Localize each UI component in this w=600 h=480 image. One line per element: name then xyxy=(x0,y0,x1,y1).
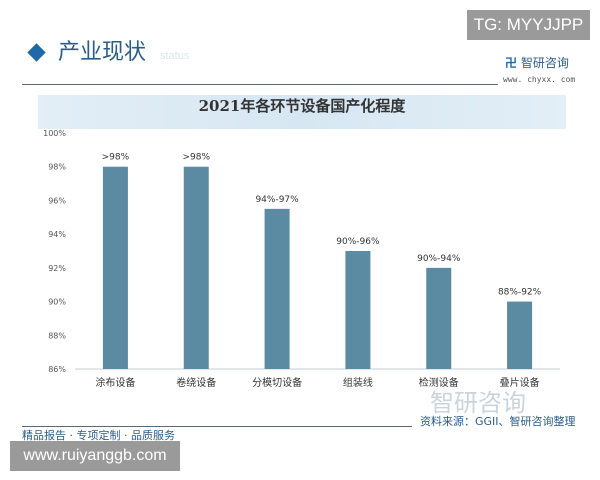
y-tick-label: 98% xyxy=(48,163,66,172)
x-tick-label: 涂布设备 xyxy=(95,376,135,389)
brand-url: www. chyxx. com xyxy=(503,75,576,84)
y-tick-label: 86% xyxy=(48,365,66,374)
data-label: 90%-96% xyxy=(336,237,380,247)
bar xyxy=(102,166,128,369)
data-label: 90%-94% xyxy=(417,254,461,264)
x-tick-label: 卷绕设备 xyxy=(176,376,216,389)
y-tick-label: 90% xyxy=(48,298,66,307)
source-note: 资料来源：GGII、智研咨询整理 xyxy=(420,415,576,428)
section-title: 产业现状 xyxy=(58,40,147,65)
data-label: >98% xyxy=(182,153,210,163)
y-tick-label: 96% xyxy=(48,196,66,205)
x-tick-label: 分模切设备 xyxy=(252,376,302,389)
x-tick-label: 叠片设备 xyxy=(500,376,540,389)
footer-divider xyxy=(22,426,412,427)
watermark-top: TG: MYYJJPP xyxy=(467,10,590,40)
bar xyxy=(264,208,290,369)
y-tick-label: 100% xyxy=(43,129,66,138)
logo-watermark: 智研咨询 xyxy=(430,389,526,417)
title-bar xyxy=(38,95,566,129)
section-subtitle: status xyxy=(160,50,190,62)
y-tick-label: 94% xyxy=(48,230,66,239)
bar xyxy=(507,301,533,369)
data-label: >98% xyxy=(102,153,130,163)
data-label: 88%-92% xyxy=(498,288,542,298)
divider xyxy=(22,84,498,85)
watermark-bottom: www.ruiyanggb.com xyxy=(10,441,180,471)
x-tick-label: 组装线 xyxy=(343,376,373,389)
slogan: 精品报告 · 专项定制 · 品质服务 xyxy=(22,429,175,442)
data-label: 94%-97% xyxy=(255,195,299,205)
y-tick-label: 92% xyxy=(48,264,66,273)
chart-title: 2021年各环节设备国产化程度 xyxy=(198,97,406,115)
logo-icon: 卍 xyxy=(505,56,518,70)
bar xyxy=(345,251,371,369)
bar xyxy=(183,166,209,369)
y-tick-label: 88% xyxy=(48,331,66,340)
x-tick-label: 检测设备 xyxy=(419,376,459,389)
bar xyxy=(426,267,452,369)
logo-text: 智研咨询 xyxy=(520,56,569,70)
brand-logo: 卍 智研咨询 xyxy=(505,56,569,71)
